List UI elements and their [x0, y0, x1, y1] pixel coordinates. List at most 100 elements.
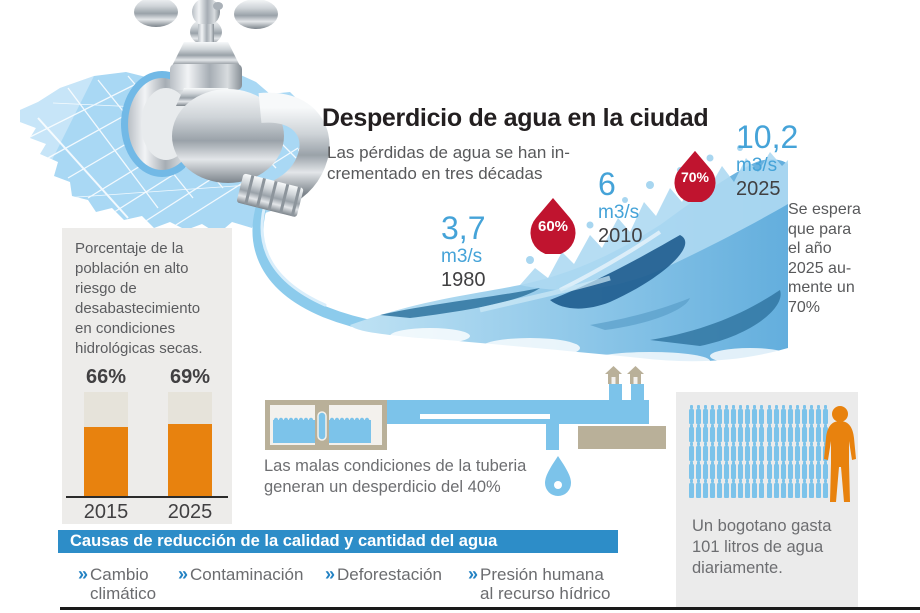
water-bottle-icon — [745, 479, 751, 498]
leak-drop-icon — [545, 456, 571, 496]
flow-unit: m3/s — [598, 202, 640, 223]
water-wave-illustration — [252, 145, 790, 370]
water-bottle-icon — [696, 405, 702, 424]
flow-year: 1980 — [441, 269, 486, 291]
water-bottle-icon — [738, 423, 744, 442]
causes-header: Causas de reducción de la calidad y cant… — [70, 532, 498, 550]
water-bottle-icon — [822, 460, 828, 479]
water-bottle-icon — [808, 423, 814, 442]
water-bottle-icon — [724, 460, 730, 479]
wave-spray — [526, 145, 743, 264]
water-bottle-icon — [822, 479, 828, 498]
house-icon — [627, 366, 644, 384]
water-bottle-icon — [780, 479, 786, 498]
water-bottle-icon — [801, 442, 807, 461]
water-bottle-icon — [794, 405, 800, 424]
water-bottle-icon — [808, 405, 814, 424]
water-bottle-icon — [766, 442, 772, 461]
water-bottle-icon — [745, 423, 751, 442]
water-bottle-icon — [745, 442, 751, 461]
water-bottle-icon — [815, 423, 821, 442]
cause-item: » Cambio climático — [78, 565, 157, 604]
water-bottle-icon — [766, 405, 772, 424]
bar-value-label: 66% — [85, 366, 127, 388]
flow-unit: m3/s — [441, 246, 483, 267]
side-note: Se espera que para el año 2025 au- mente… — [788, 201, 861, 316]
water-bottle-icon — [787, 423, 793, 442]
bar-2025 — [168, 392, 212, 496]
water-bottle-icon — [731, 460, 737, 479]
water-bottle-icon — [787, 460, 793, 479]
water-bottle-icon — [787, 405, 793, 424]
faucet-body — [172, 89, 284, 183]
water-bottle-icon — [710, 423, 716, 442]
flow-value: 6 — [598, 166, 616, 202]
water-bottle-icon — [815, 405, 821, 424]
water-bottle-icon — [794, 423, 800, 442]
water-bottle-icon — [724, 405, 730, 424]
water-bottle-icon — [773, 405, 779, 424]
cause-label: Contaminación — [190, 565, 304, 584]
faucet-collar — [170, 64, 242, 90]
flow-stat-1980: 3,7 m3/s 1980 — [441, 212, 486, 290]
water-bottle-icon — [696, 460, 702, 479]
water-bottle-icon — [759, 479, 765, 498]
water-bottle-icon — [724, 479, 730, 498]
water-bottle-icon — [738, 405, 744, 424]
cause-label: Cambio climático — [90, 565, 157, 603]
bar-value-label: 69% — [169, 366, 211, 388]
flow-value: 3,7 — [441, 210, 486, 246]
water-bottle-icon — [731, 423, 737, 442]
chevron-icon: » — [468, 564, 479, 584]
wave-crest — [520, 152, 788, 291]
cause-item: » Presión humana al recurso hídrico — [468, 564, 611, 604]
water-bottle-icon — [794, 442, 800, 461]
risk-panel: Porcentaje de la población en alto riesg… — [62, 228, 232, 524]
water-bottle-icon — [766, 460, 772, 479]
person-icon — [824, 406, 856, 502]
water-bottle-icon — [738, 442, 744, 461]
faucet-cone — [172, 42, 240, 66]
water-bottle-icon — [696, 442, 702, 461]
water-bottle-icon — [759, 423, 765, 442]
consumption-caption: Un bogotano gasta 101 litros de agua dia… — [692, 517, 832, 577]
water-bottle-icon — [801, 423, 807, 442]
map-light-region — [20, 76, 94, 168]
water-bottle-icon — [815, 479, 821, 498]
water-bottle-icon — [801, 479, 807, 498]
loss-drop-label: 70% — [680, 169, 710, 185]
water-bottle-icon — [689, 479, 694, 498]
flow-year: 2025 — [736, 178, 781, 200]
water-bottle-icon — [780, 460, 786, 479]
water-bottle-icon — [752, 442, 758, 461]
cause-item: » Contaminación — [178, 564, 304, 585]
water-bottle-icon — [773, 423, 779, 442]
water-bottle-icon — [773, 460, 779, 479]
water-bottle-icon — [731, 405, 737, 424]
water-bottle-icon — [717, 460, 723, 479]
loss-drop-70-icon: 70% — [671, 150, 719, 202]
faucet-illustration — [121, 0, 330, 217]
water-bottle-icon — [759, 442, 765, 461]
water-bottle-icon — [815, 442, 821, 461]
subtitle: Las pérdidas de agua se han in- crementa… — [327, 143, 570, 183]
leak-stream — [546, 422, 559, 450]
water-bottle-icon — [752, 460, 758, 479]
cause-label: Presión humana al recurso hídrico — [480, 565, 611, 603]
water-bottle-icon — [689, 442, 694, 461]
pipe-caption: Las malas condiciones de la tuberia gene… — [264, 457, 527, 496]
water-bottle-icon — [822, 405, 828, 424]
water-bottle-icon — [710, 460, 716, 479]
flow-stat-2010: 6 m3/s 2010 — [598, 168, 643, 246]
water-bottle-icon — [759, 460, 765, 479]
bottom-rule — [60, 607, 920, 610]
chevron-icon: » — [178, 564, 189, 584]
house-icon — [605, 366, 622, 384]
flow-year: 2010 — [598, 225, 643, 247]
water-bottle-icon — [801, 405, 807, 424]
water-bottle-icon — [780, 442, 786, 461]
flow-unit: m3/s — [736, 155, 778, 176]
cause-item: » Deforestación — [325, 565, 442, 585]
water-bottle-icon — [731, 442, 737, 461]
water-bottle-icon — [738, 460, 744, 479]
